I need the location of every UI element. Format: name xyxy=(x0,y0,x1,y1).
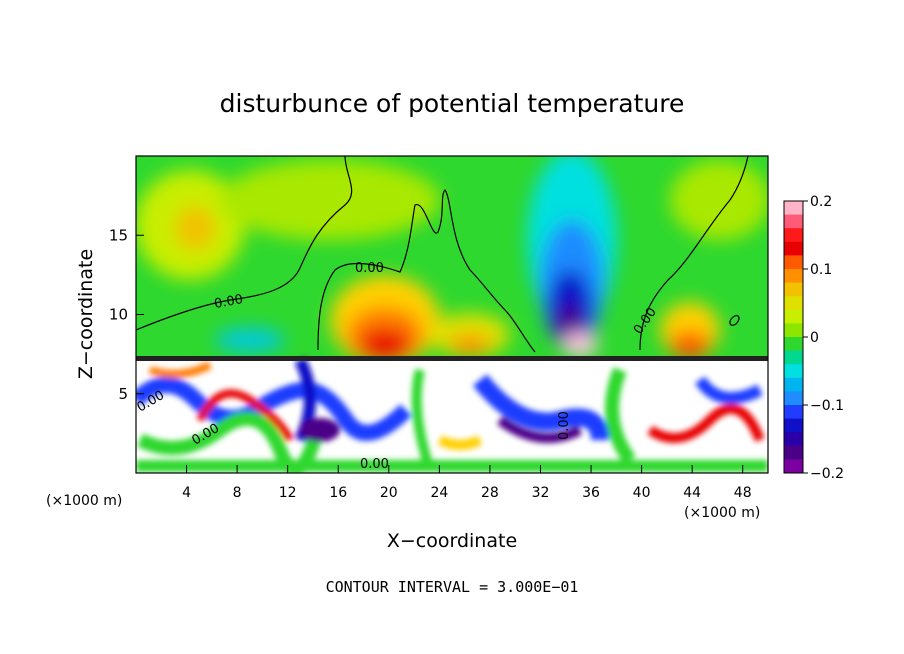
colorbar-band xyxy=(784,350,803,365)
colorbar-band xyxy=(784,255,803,270)
contour-label: 0.00 xyxy=(360,457,389,472)
upper-field xyxy=(136,156,768,365)
x-tick-label: 36 xyxy=(582,485,600,501)
x-tick-label: 40 xyxy=(633,485,651,501)
x-axis-label: X−coordinate xyxy=(387,530,517,552)
x-tick-label: 12 xyxy=(279,485,297,501)
colorbar-band xyxy=(784,214,803,229)
colorbar-band xyxy=(784,296,803,311)
colorbar-bands xyxy=(784,201,803,474)
x-tick-label: 8 xyxy=(233,485,242,501)
x-axis: 4 8 12 16 20 24 28 32 36 40 44 48 xyxy=(182,465,752,501)
colorbar-band xyxy=(784,445,803,460)
contour-lines xyxy=(136,156,749,353)
colorbar-band xyxy=(784,269,803,284)
colorbar-band xyxy=(784,459,803,474)
x-tick-label: 32 xyxy=(532,485,550,501)
colorbar-tick-label: −0.2 xyxy=(810,466,844,482)
colorbar-ticks: 0.2 0.1 0 −0.1 −0.2 xyxy=(803,194,844,482)
plot-area xyxy=(135,155,769,474)
y-tick-label: 15 xyxy=(109,226,128,244)
colorbar-band xyxy=(784,228,803,243)
colorbar-band xyxy=(784,282,803,297)
colorbar-band xyxy=(784,418,803,433)
x-tick-label: 44 xyxy=(683,485,701,501)
colorbar-tick-label: 0 xyxy=(810,330,819,346)
contour-label: 0.00 xyxy=(557,411,572,440)
y-axis-label: Z−coordinate xyxy=(75,249,97,379)
colorbar-band xyxy=(784,201,803,216)
colorbar: 0.2 0.1 0 −0.1 −0.2 xyxy=(783,194,844,482)
lower-field xyxy=(136,356,768,473)
colorbar-band xyxy=(784,337,803,352)
y-axis: 5 10 15 xyxy=(109,226,144,403)
colorbar-band xyxy=(784,309,803,324)
contour-label: 0.00 xyxy=(355,261,384,276)
colorbar-tick-label: 0.2 xyxy=(810,194,832,210)
colorbar-band xyxy=(784,405,803,420)
x-tick-label: 48 xyxy=(734,485,752,501)
x-tick-label: 20 xyxy=(380,485,398,501)
colorbar-band xyxy=(784,364,803,379)
colorbar-tick-label: −0.1 xyxy=(810,398,844,414)
contour-label: 0.00 xyxy=(213,292,244,312)
colorbar-band xyxy=(784,377,803,392)
colorbar-band xyxy=(784,391,803,406)
chart-title: disturbunce of potential temperature xyxy=(220,89,685,118)
x-unit-left: (×1000 m) xyxy=(46,493,122,509)
colorbar-band xyxy=(784,323,803,338)
x-tick-label: 24 xyxy=(430,485,448,501)
colorbar-tick-label: 0.1 xyxy=(810,262,832,278)
x-tick-label: 4 xyxy=(182,485,191,501)
contour-interval-note: CONTOUR INTERVAL = 3.000E−01 xyxy=(326,578,579,596)
x-unit-right: (×1000 m) xyxy=(684,505,760,521)
x-tick-label: 16 xyxy=(329,485,347,501)
y-tick-label: 10 xyxy=(109,306,128,324)
x-tick-label: 28 xyxy=(481,485,499,501)
colorbar-band xyxy=(784,432,803,447)
y-tick-label: 5 xyxy=(118,385,128,403)
colorbar-band xyxy=(784,241,803,256)
